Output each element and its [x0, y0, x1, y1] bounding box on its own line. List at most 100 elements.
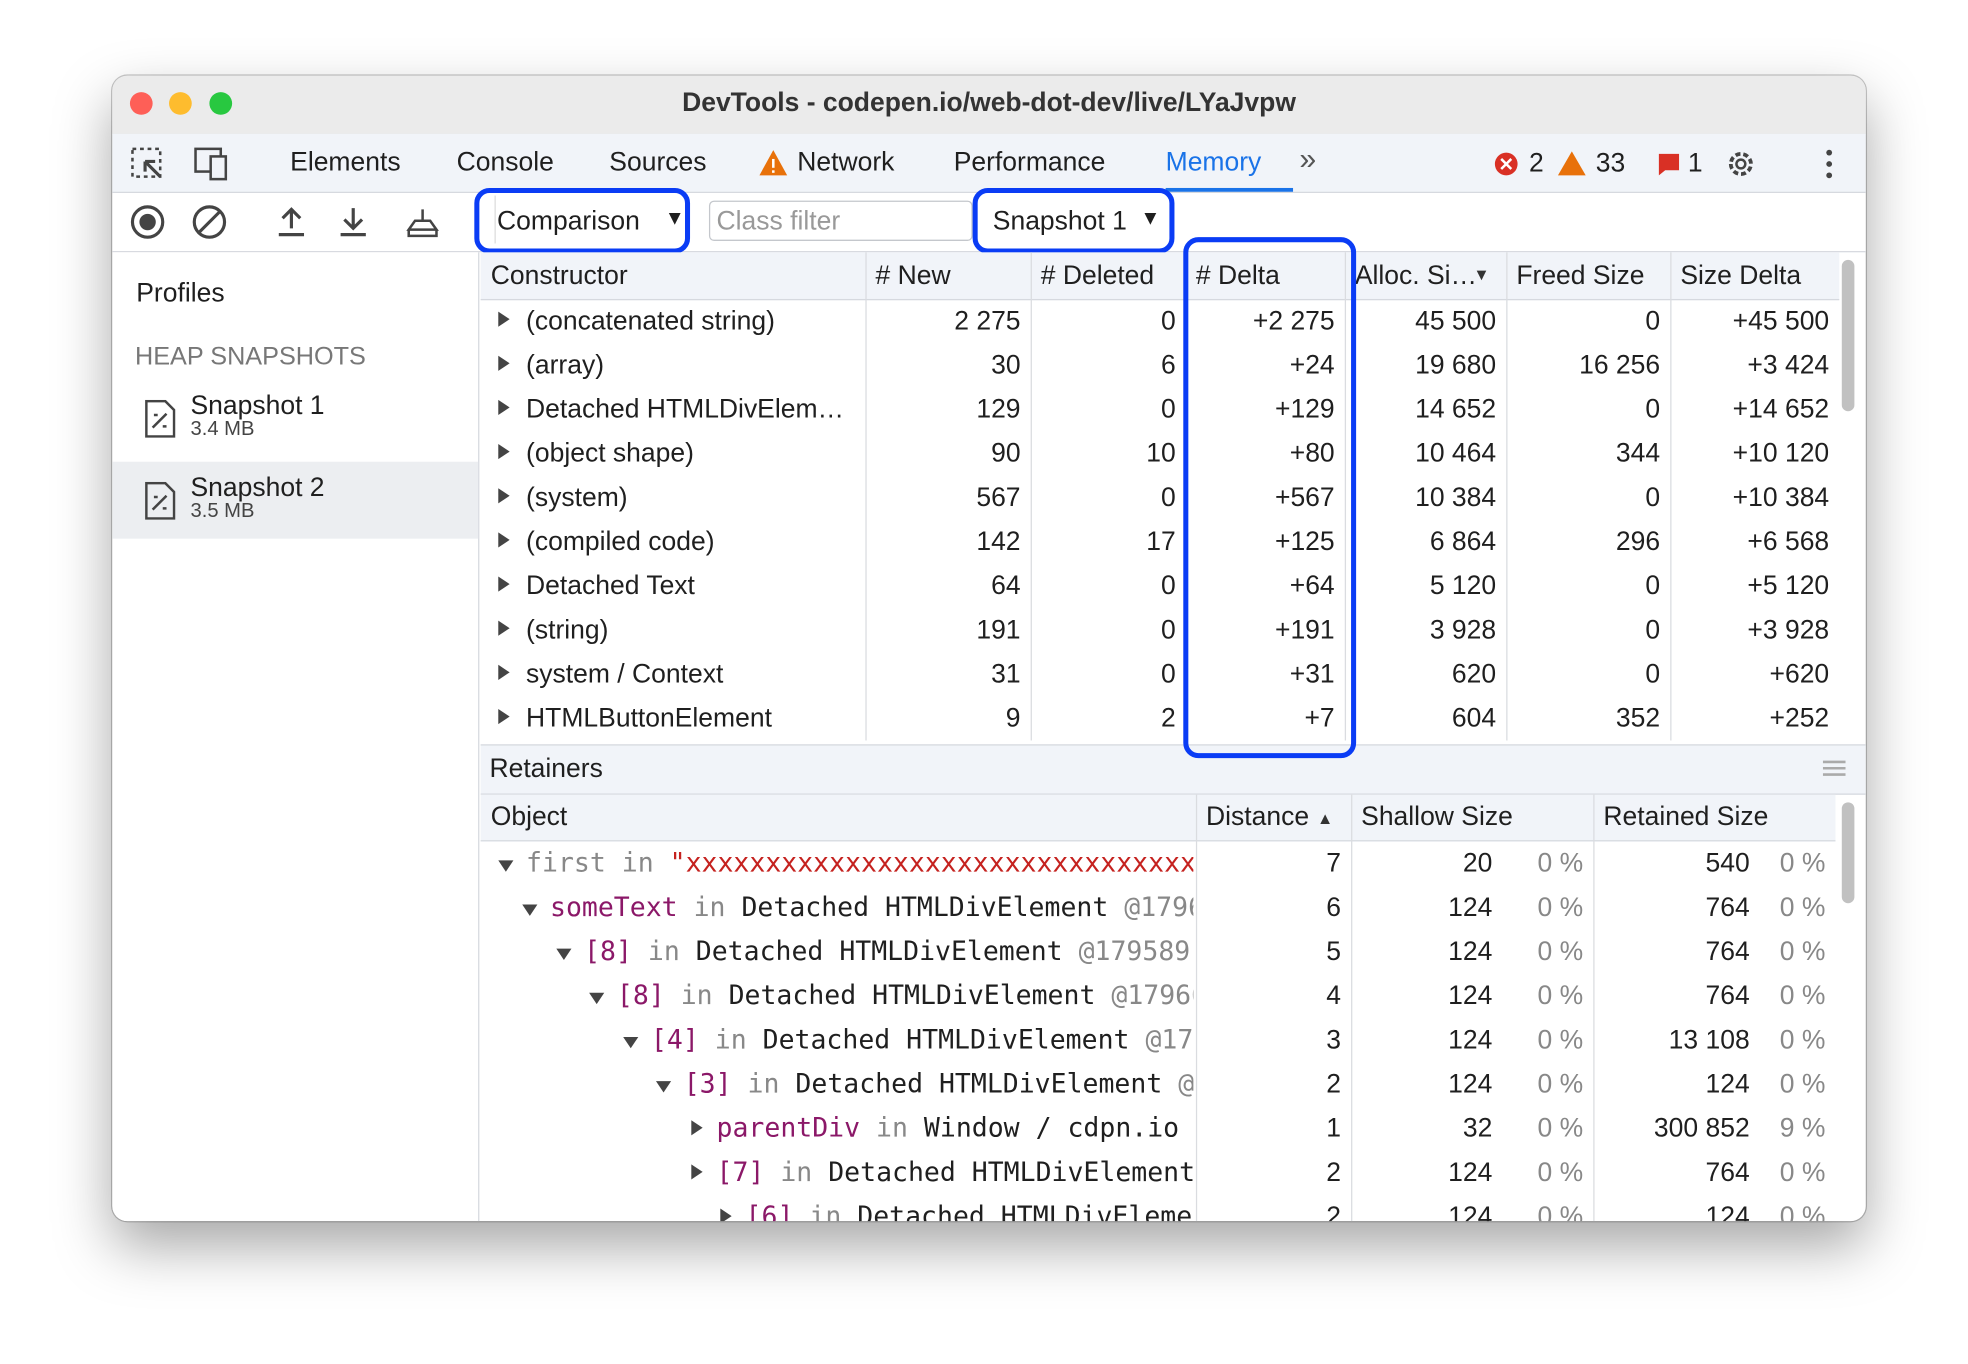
constructor-name: (object shape): [526, 439, 694, 469]
snapshot-name[interactable]: Snapshot 1: [190, 391, 325, 421]
issue-count[interactable]: 1: [1687, 148, 1703, 178]
cell-value: 0: [1645, 483, 1661, 513]
cell-value: 30: [991, 350, 1021, 380]
minimize-button[interactable]: [169, 92, 192, 115]
cell-value: 0: [1160, 306, 1176, 336]
column-divider: [865, 252, 867, 741]
cell-value: 2 275: [954, 306, 1021, 336]
joiner: in: [680, 980, 713, 1011]
joiner: in: [809, 1200, 842, 1222]
cell-value: 352: [1615, 703, 1661, 733]
cell-value: 6: [1160, 350, 1176, 380]
sort-arrow: ▼: [1473, 264, 1490, 284]
sidebar-section: HEAP SNAPSHOTS: [134, 343, 366, 371]
baseline-select[interactable]: Snapshot 1: [992, 206, 1127, 236]
cell-value: +5 120: [1747, 571, 1830, 601]
retainer-target: Detached HTMLDivElement: [828, 1156, 1194, 1188]
retainer-target: "xxxxxxxxxxxxxxxxxxxxxxxxxxxxxxxxxxxxxxx: [669, 847, 1194, 879]
retained-percent: 9 %: [1779, 1113, 1826, 1143]
retainer-object: [8] in Detached HTMLDivElement @179589: [584, 930, 1193, 974]
retainer-object: [7] in Detached HTMLDivElement @1: [717, 1150, 1194, 1194]
expand-arrow: [691, 1164, 703, 1180]
joiner: in: [780, 1156, 813, 1188]
distance: 4: [1326, 981, 1341, 1011]
distance: 2: [1326, 1202, 1341, 1222]
shallow-percent: 0 %: [1537, 981, 1584, 1011]
retainer-target: Detached HTMLDivElement: [795, 1068, 1163, 1099]
scrollbar: [1841, 259, 1855, 412]
constructor-name: Detached HTMLDivElem…: [526, 394, 845, 424]
constructor-name: (compiled code): [526, 527, 715, 557]
zoom-button[interactable]: [209, 92, 233, 115]
joiner: in: [747, 1068, 780, 1099]
devtools-window: DevTools - codepen.io/web-dot-dev/live/L…: [112, 75, 1866, 1222]
retainers-bar: [480, 744, 1866, 795]
constructor-name: (string): [526, 615, 609, 645]
constructor-name: system / Context: [526, 659, 724, 689]
retained-percent: 0 %: [1779, 1158, 1826, 1188]
property-name: [8]: [616, 980, 665, 1011]
expand-arrow: [498, 399, 510, 416]
cell-value: +2 275: [1252, 306, 1335, 336]
cell-value: +6 568: [1747, 527, 1830, 557]
cell-value: 9: [1005, 703, 1021, 733]
more-tabs[interactable]: »: [1299, 142, 1317, 177]
error-count[interactable]: 2: [1528, 148, 1544, 178]
cell-value: +14 652: [1732, 394, 1830, 424]
shallow-percent: 0 %: [1537, 893, 1584, 923]
view-select[interactable]: Comparison: [497, 206, 640, 236]
column-divider: [1351, 794, 1353, 1222]
tab[interactable]: Network: [797, 147, 895, 177]
retained-size: 124: [1705, 1069, 1750, 1099]
panel-menu: [1822, 759, 1846, 783]
retained-size: 764: [1705, 1158, 1750, 1188]
retained-percent: 0 %: [1779, 1069, 1826, 1099]
close-button[interactable]: [129, 92, 153, 115]
retainer-target: Detached HTMLDivElement: [762, 1024, 1130, 1055]
expand-arrow: [498, 311, 510, 327]
constructor-name: Detached Text: [526, 571, 695, 601]
expand-arrow: [720, 1208, 732, 1222]
warning-count[interactable]: 33: [1595, 148, 1626, 178]
expand-arrow: [498, 860, 514, 872]
property-name: [8]: [584, 936, 632, 967]
dropdown-arrow: ▼: [1140, 208, 1161, 230]
cell-value: +10 120: [1732, 439, 1830, 469]
snapshot-name[interactable]: Snapshot 2: [190, 473, 325, 503]
shallow-percent: 0 %: [1537, 1202, 1584, 1222]
shallow-size: 124: [1448, 1158, 1493, 1188]
tab[interactable]: Performance: [953, 147, 1106, 177]
expand-arrow: [498, 532, 510, 548]
cell-value: 19 680: [1415, 350, 1497, 380]
cell-value: +80: [1289, 439, 1335, 469]
retained-size: 764: [1705, 893, 1750, 923]
window-title: DevTools - codepen.io/web-dot-dev/live/L…: [682, 88, 1296, 118]
tab[interactable]: Elements: [290, 147, 401, 177]
property-name: [7]: [716, 1156, 765, 1188]
shallow-size: 124: [1448, 937, 1493, 967]
shallow-size: 20: [1462, 848, 1493, 879]
cell-value: 90: [991, 439, 1021, 469]
joiner: in: [693, 891, 726, 923]
tab[interactable]: Sources: [609, 147, 707, 177]
class-filter-input[interactable]: [708, 200, 973, 241]
sort-arrow: ▲: [1317, 808, 1334, 828]
cell-value: 0: [1160, 571, 1176, 601]
property-name: someText: [550, 891, 678, 923]
cell-value: +620: [1769, 659, 1830, 689]
retained-size: 13 108: [1668, 1025, 1750, 1055]
cell-value: 0: [1645, 659, 1661, 689]
cell-value: +252: [1769, 703, 1830, 733]
snapshot-icon: [145, 399, 176, 444]
expand-arrow: [691, 1120, 703, 1136]
property-name: parentDiv: [716, 1112, 861, 1143]
cell-value: 191: [976, 615, 1021, 645]
retainer-object: [4] in Detached HTMLDivElement @179593: [651, 1018, 1193, 1062]
retainer-object: [3] in Detached HTMLDivElement @1795: [684, 1062, 1194, 1106]
menu-dots[interactable]: [1822, 146, 1837, 181]
tab[interactable]: Console: [456, 147, 554, 177]
retainer-object: first in "xxxxxxxxxxxxxxxxxxxxxxxxxxxxxx…: [526, 841, 1193, 885]
cell-value: 6 864: [1429, 527, 1497, 557]
tab[interactable]: Memory: [1165, 147, 1262, 177]
retained-percent: 0 %: [1779, 893, 1826, 923]
